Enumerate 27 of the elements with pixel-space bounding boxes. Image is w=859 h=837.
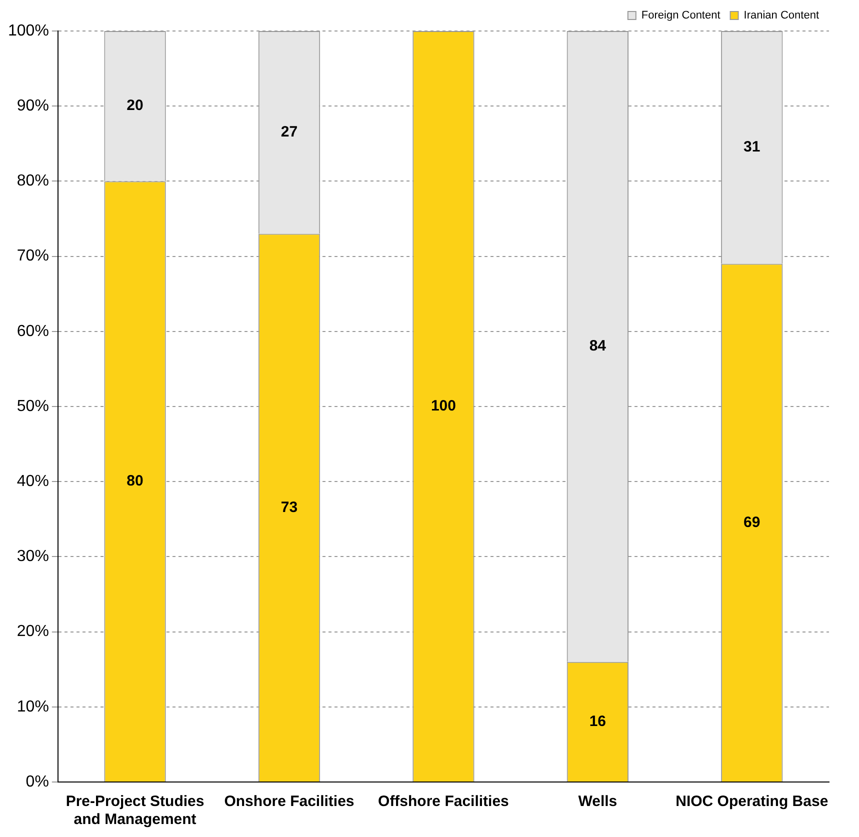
y-tick-label: 0% xyxy=(26,773,49,790)
y-tick-label: 30% xyxy=(16,548,49,566)
data-label: 31 xyxy=(744,138,760,156)
data-label: 100 xyxy=(430,397,456,414)
y-tick-label: 80% xyxy=(16,172,49,190)
y-tick-label: 70% xyxy=(16,248,49,265)
x-tick-label: Pre-Project Studies and Management xyxy=(66,793,204,828)
data-label: 16 xyxy=(589,712,606,730)
x-tick-label: Offshore Facilities xyxy=(378,793,509,810)
y-tick-label: 60% xyxy=(16,322,49,340)
data-label: 80 xyxy=(126,472,144,490)
data-label: 20 xyxy=(126,97,144,114)
y-tick-label: 50% xyxy=(16,398,49,415)
y-tick-label: 100% xyxy=(8,22,49,40)
data-label: 69 xyxy=(744,514,760,531)
legend-label: Foreign Content xyxy=(641,10,720,22)
x-tick-label: Onshore Facilities xyxy=(224,793,354,810)
y-tick-label: 40% xyxy=(16,473,49,490)
x-tick-label: NIOC Operating Base xyxy=(676,793,828,810)
legend-label: Iranian Content xyxy=(744,10,819,22)
data-label: 84 xyxy=(589,338,607,355)
y-tick-label: 90% xyxy=(16,98,49,115)
y-tick-label: 20% xyxy=(16,623,49,640)
x-tick-label: Wells xyxy=(578,793,618,810)
data-label: 73 xyxy=(280,498,298,516)
data-label: 27 xyxy=(280,124,298,141)
y-tick-label: 10% xyxy=(16,698,49,716)
